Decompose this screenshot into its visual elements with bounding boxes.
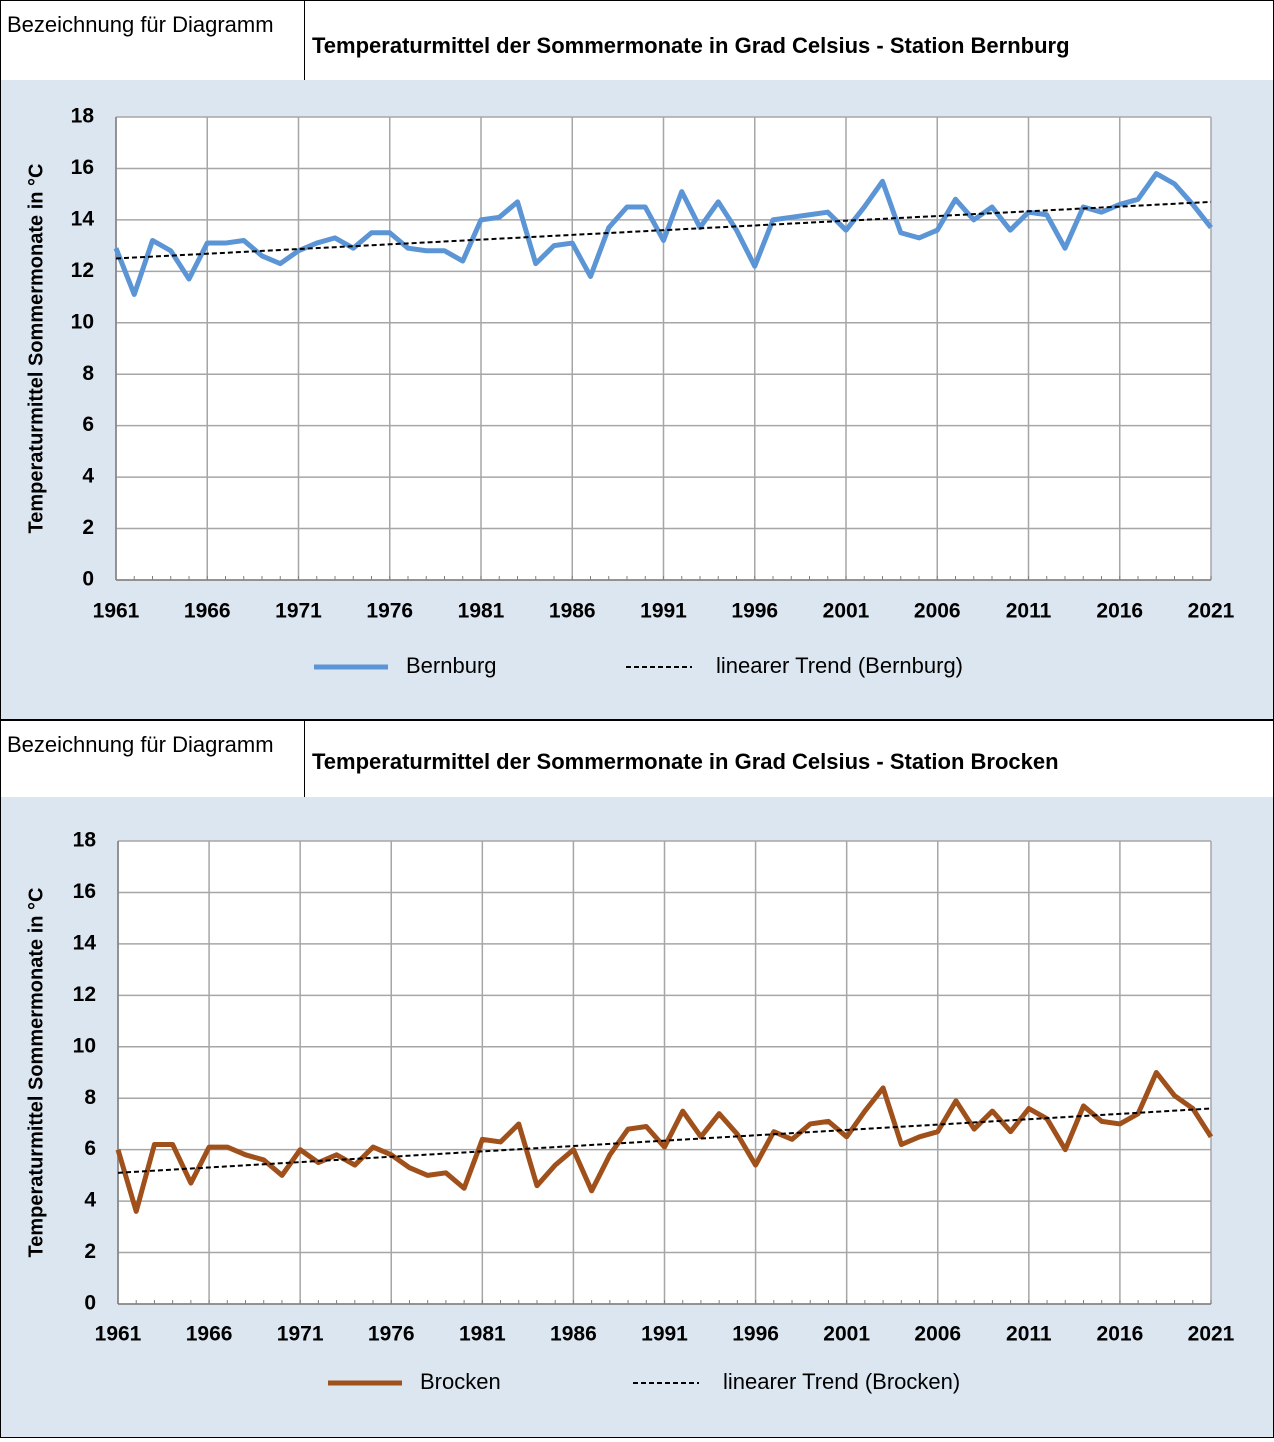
x-tick-label: 2001 bbox=[823, 600, 870, 623]
chart-title: Temperaturmittel der Sommermonate in Gra… bbox=[312, 749, 1059, 774]
x-tick-label: 1976 bbox=[366, 600, 413, 623]
legend-label: Bernburg bbox=[406, 653, 497, 678]
y-axis-label: Temperaturmittel Sommermonate in °C bbox=[25, 888, 47, 1258]
y-axis-label: Temperaturmittel Sommermonate in °C bbox=[25, 164, 47, 534]
header-label: Bezeichnung für Diagramm bbox=[7, 12, 274, 37]
y-tick-label: 12 bbox=[73, 983, 96, 1006]
x-tick-label: 2021 bbox=[1188, 1323, 1235, 1346]
x-tick-label: 1966 bbox=[184, 600, 231, 623]
y-tick-label: 4 bbox=[82, 465, 94, 488]
y-tick-label: 0 bbox=[84, 1292, 96, 1315]
y-tick-label: 18 bbox=[71, 105, 95, 128]
x-tick-label: 1996 bbox=[732, 1323, 779, 1346]
x-tick-label: 2016 bbox=[1096, 600, 1143, 623]
y-tick-label: 8 bbox=[82, 362, 94, 385]
x-tick-label: 1981 bbox=[459, 1323, 506, 1346]
legend-label: Brocken bbox=[420, 1369, 501, 1394]
separator bbox=[304, 721, 305, 797]
x-tick-label: 1966 bbox=[186, 1323, 233, 1346]
chart-panel: 0 2 4 6 8 10 12 14 16 18 1961 1966 1971 1976 1981 1986 1… bbox=[0, 797, 1274, 1438]
chart-panel: 0 2 4 6 8 10 12 14 16 18 1961 1966 1971 1976 1981 1986 1… bbox=[0, 80, 1274, 720]
x-tick-label: 1971 bbox=[277, 1323, 324, 1346]
x-tick-label: 2021 bbox=[1188, 600, 1235, 623]
x-tick-label: 2006 bbox=[914, 1323, 961, 1346]
trend-line bbox=[115, 200, 1212, 260]
x-tick-label: 1971 bbox=[275, 600, 322, 623]
y-tick-label: 18 bbox=[73, 829, 97, 852]
chart: 0 2 4 6 8 10 12 14 16 18 1961 1966 1971 1976 1981 1986 1… bbox=[25, 105, 1235, 678]
x-tick-label: 1986 bbox=[549, 600, 596, 623]
legend-label: linearer Trend (Brocken) bbox=[723, 1369, 960, 1394]
x-tick-label: 1961 bbox=[95, 1323, 142, 1346]
y-tick-label: 12 bbox=[71, 259, 94, 282]
y-tick-label: 16 bbox=[71, 156, 94, 179]
header: Bezeichnung für Diagramm Temperaturmitte… bbox=[0, 0, 1274, 81]
x-tick-label: 2016 bbox=[1097, 1323, 1144, 1346]
x-tick-label: 2006 bbox=[914, 600, 961, 623]
header-label: Bezeichnung für Diagramm bbox=[7, 732, 274, 757]
chart-title: Temperaturmittel der Sommermonate in Gra… bbox=[312, 33, 1070, 58]
x-tick-label: 1981 bbox=[458, 600, 505, 623]
x-tick-label: 1961 bbox=[93, 600, 140, 623]
y-tick-label: 2 bbox=[84, 1240, 96, 1263]
y-tick-label: 4 bbox=[84, 1189, 96, 1212]
y-tick-label: 16 bbox=[73, 880, 96, 903]
y-tick-label: 14 bbox=[73, 931, 97, 954]
trend-line bbox=[117, 1107, 1212, 1174]
x-tick-label: 1991 bbox=[640, 600, 687, 623]
x-tick-label: 2011 bbox=[1006, 600, 1052, 623]
y-tick-label: 0 bbox=[82, 568, 94, 591]
x-tick-label: 1986 bbox=[550, 1323, 597, 1346]
y-tick-label: 2 bbox=[82, 516, 94, 539]
x-tick-label: 2001 bbox=[823, 1323, 870, 1346]
y-tick-label: 14 bbox=[71, 207, 95, 230]
y-tick-label: 10 bbox=[71, 310, 94, 333]
chart: 0 2 4 6 8 10 12 14 16 18 1961 1966 1971 1976 1981 1986 1… bbox=[25, 829, 1235, 1394]
x-tick-label: 1976 bbox=[368, 1323, 415, 1346]
separator bbox=[304, 1, 305, 80]
x-tick-label: 1991 bbox=[641, 1323, 688, 1346]
header: Bezeichnung für Diagramm Temperaturmitte… bbox=[0, 720, 1274, 798]
data-line bbox=[115, 1070, 1214, 1214]
x-tick-label: 2011 bbox=[1006, 1323, 1052, 1346]
y-tick-label: 6 bbox=[82, 413, 94, 436]
x-tick-label: 1996 bbox=[731, 600, 778, 623]
y-tick-label: 6 bbox=[84, 1137, 96, 1160]
legend-label: linearer Trend (Bernburg) bbox=[716, 653, 963, 678]
y-tick-label: 10 bbox=[73, 1034, 96, 1057]
y-tick-label: 8 bbox=[84, 1086, 96, 1109]
